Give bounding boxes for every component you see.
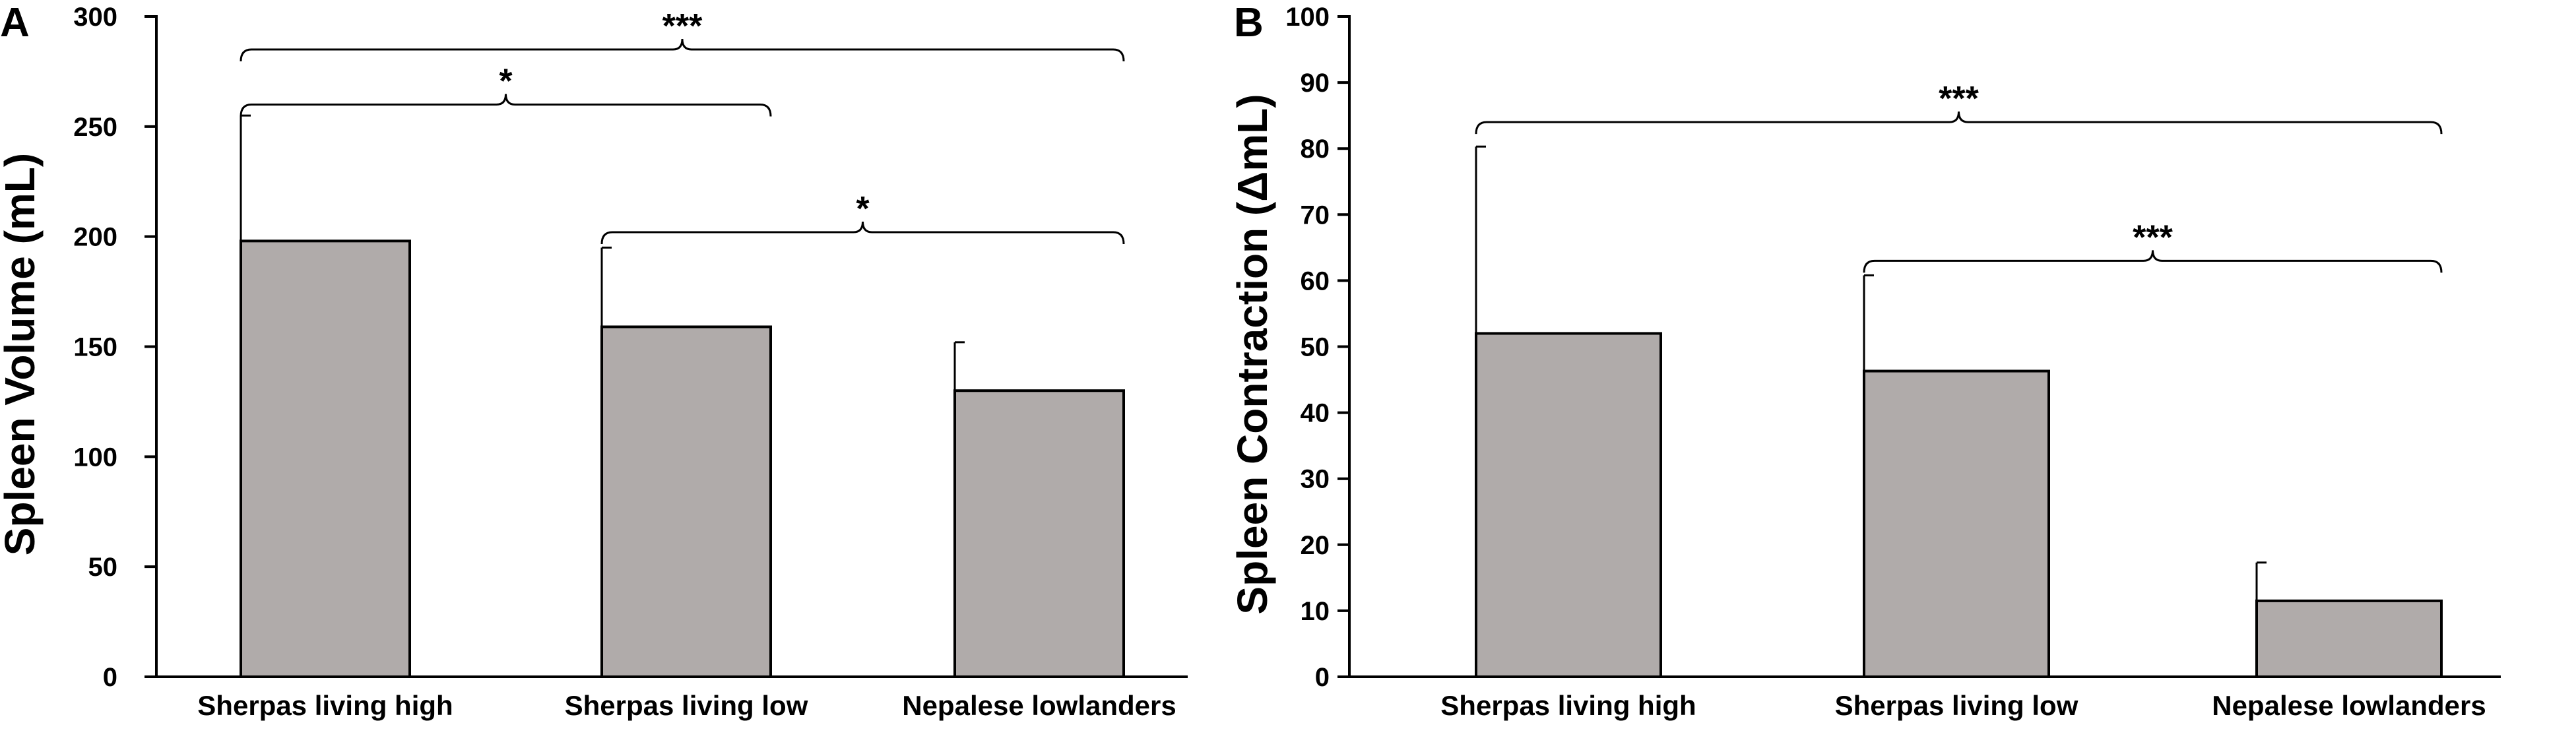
panel-a-letter: A	[0, 0, 30, 46]
y-tick-label: 50	[88, 553, 118, 582]
y-tick-label: 0	[103, 663, 117, 692]
y-tick-label: 150	[73, 333, 117, 362]
panel-b-significance: *** ***	[1475, 80, 2443, 273]
bar	[1475, 332, 1662, 679]
y-tick-label: 10	[1301, 597, 1330, 626]
panel-b-chart: B Spleen Contraction (ΔmL) 0 10 20 30 40 50 60…	[1229, 0, 2501, 721]
category-label: Nepalese lowlanders	[902, 690, 1176, 721]
panel-a-category-labels: Sherpas living high Sherpas living low Nep…	[197, 690, 1176, 721]
significance-bracket	[1475, 111, 2443, 135]
category-label: Sherpas living low	[1835, 690, 2078, 721]
y-tick-label: 80	[1301, 135, 1330, 164]
bar	[240, 239, 411, 678]
bar	[1863, 369, 2050, 678]
bar	[953, 389, 1125, 678]
bar	[2255, 599, 2443, 679]
y-tick-label: 100	[1285, 3, 1330, 32]
category-label: Sherpas living high	[1440, 690, 1696, 721]
significance-label: ***	[662, 7, 703, 46]
significance-label: ***	[2133, 218, 2173, 257]
y-tick-label: 0	[1315, 663, 1330, 692]
panel-b-category-labels: Sherpas living high Sherpas living low Nep…	[1440, 690, 2486, 721]
panel-b-error-bars	[1475, 145, 2267, 601]
y-tick-label: 60	[1301, 266, 1330, 296]
y-tick-label: 200	[73, 223, 117, 252]
panel-b-y-ticks: 0 10 20 30 40 50 60 70 80 90 100	[1285, 3, 1349, 692]
panel-a-y-ticks: 0 50 100 150 200 250 300	[73, 3, 156, 692]
panel-a-y-axis-label: Spleen Volume (mL)	[0, 153, 44, 555]
significance-bracket	[240, 38, 1125, 62]
significance-label: *	[856, 190, 870, 228]
significance-bracket	[1863, 250, 2443, 273]
panel-a-chart: A Spleen Volume (mL) 050100150200250300 …	[0, 0, 1188, 721]
panel-b-bars	[1475, 332, 2443, 679]
category-label: Sherpas living high	[197, 690, 453, 721]
y-tick-label: 300	[73, 3, 117, 32]
panel-b-y-axis-label: Spleen Contraction (ΔmL)	[1229, 94, 1276, 614]
y-tick-label: 250	[73, 113, 117, 142]
y-tick-label: 20	[1301, 531, 1330, 560]
panel-a-significance: *****	[240, 7, 1125, 245]
significance-label: ***	[1939, 80, 1979, 118]
panel-b-letter: B	[1234, 0, 1264, 46]
significance-label: *	[499, 62, 513, 100]
panel-a-bars	[240, 239, 1125, 679]
y-tick-label: 30	[1301, 465, 1330, 494]
y-tick-label: 40	[1301, 399, 1330, 428]
y-tick-label: 50	[1301, 333, 1330, 362]
panel-a-error-bars	[240, 114, 965, 391]
significance-bracket	[240, 94, 772, 117]
y-tick-label: 100	[73, 443, 117, 472]
y-tick-label: 90	[1301, 69, 1330, 98]
category-label: Sherpas living low	[565, 690, 808, 721]
y-tick-label: 70	[1301, 201, 1330, 230]
bar	[600, 325, 772, 679]
category-label: Nepalese lowlanders	[2212, 690, 2486, 721]
